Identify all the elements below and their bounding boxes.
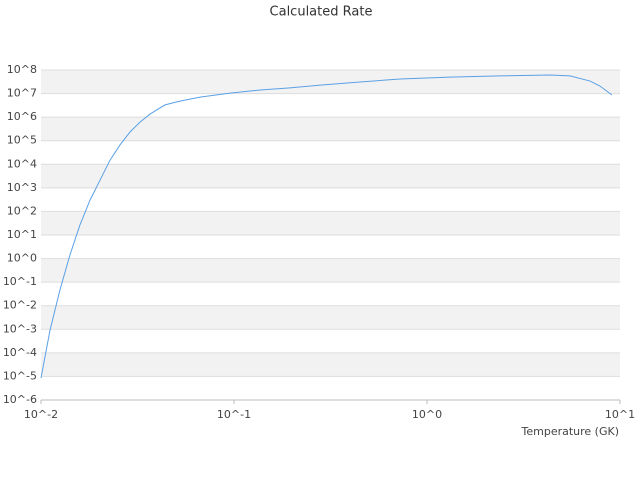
x-tick-label: 10^-2 — [24, 408, 58, 421]
y-tick-label: 10^4 — [7, 157, 37, 170]
y-tick-label: 10^2 — [7, 204, 37, 217]
y-tick-label: 10^1 — [7, 228, 37, 241]
y-tick-label: 10^-4 — [3, 346, 37, 359]
y-tick-label: 10^6 — [7, 110, 37, 123]
chart-title: Calculated Rate — [270, 5, 373, 20]
x-axis-label: Temperature (GK) — [521, 425, 620, 438]
x-tick-label: 10^1 — [605, 408, 635, 421]
grid-band — [41, 305, 620, 330]
grid-band — [41, 235, 620, 259]
x-tick-label: 10^-1 — [217, 408, 251, 421]
x-tick-label: 10^0 — [412, 408, 442, 421]
grid-band — [41, 258, 620, 283]
grid-band — [41, 93, 620, 118]
grid-band — [41, 140, 620, 165]
grid-band — [41, 117, 620, 141]
y-tick-label: 10^7 — [7, 87, 37, 100]
grid-band — [41, 187, 620, 212]
grid-band — [41, 282, 620, 306]
grid-band — [41, 164, 620, 188]
y-tick-label: 10^0 — [7, 252, 37, 265]
grid-band — [41, 70, 620, 94]
grid-band — [41, 376, 620, 400]
y-tick-label: 10^-1 — [3, 275, 37, 288]
y-tick-label: 10^8 — [7, 63, 37, 76]
grid-band — [41, 352, 620, 377]
y-tick-label: 10^-2 — [3, 299, 37, 312]
grid-band — [41, 211, 620, 235]
y-tick-label: 10^-5 — [3, 369, 37, 382]
grid-band — [41, 329, 620, 353]
data-line — [40, 74, 613, 379]
y-tick-label: 10^3 — [7, 181, 37, 194]
y-tick-label: 10^5 — [7, 134, 37, 147]
y-tick-label: 10^-3 — [3, 322, 37, 335]
y-tick-label: 10^-6 — [3, 393, 37, 406]
